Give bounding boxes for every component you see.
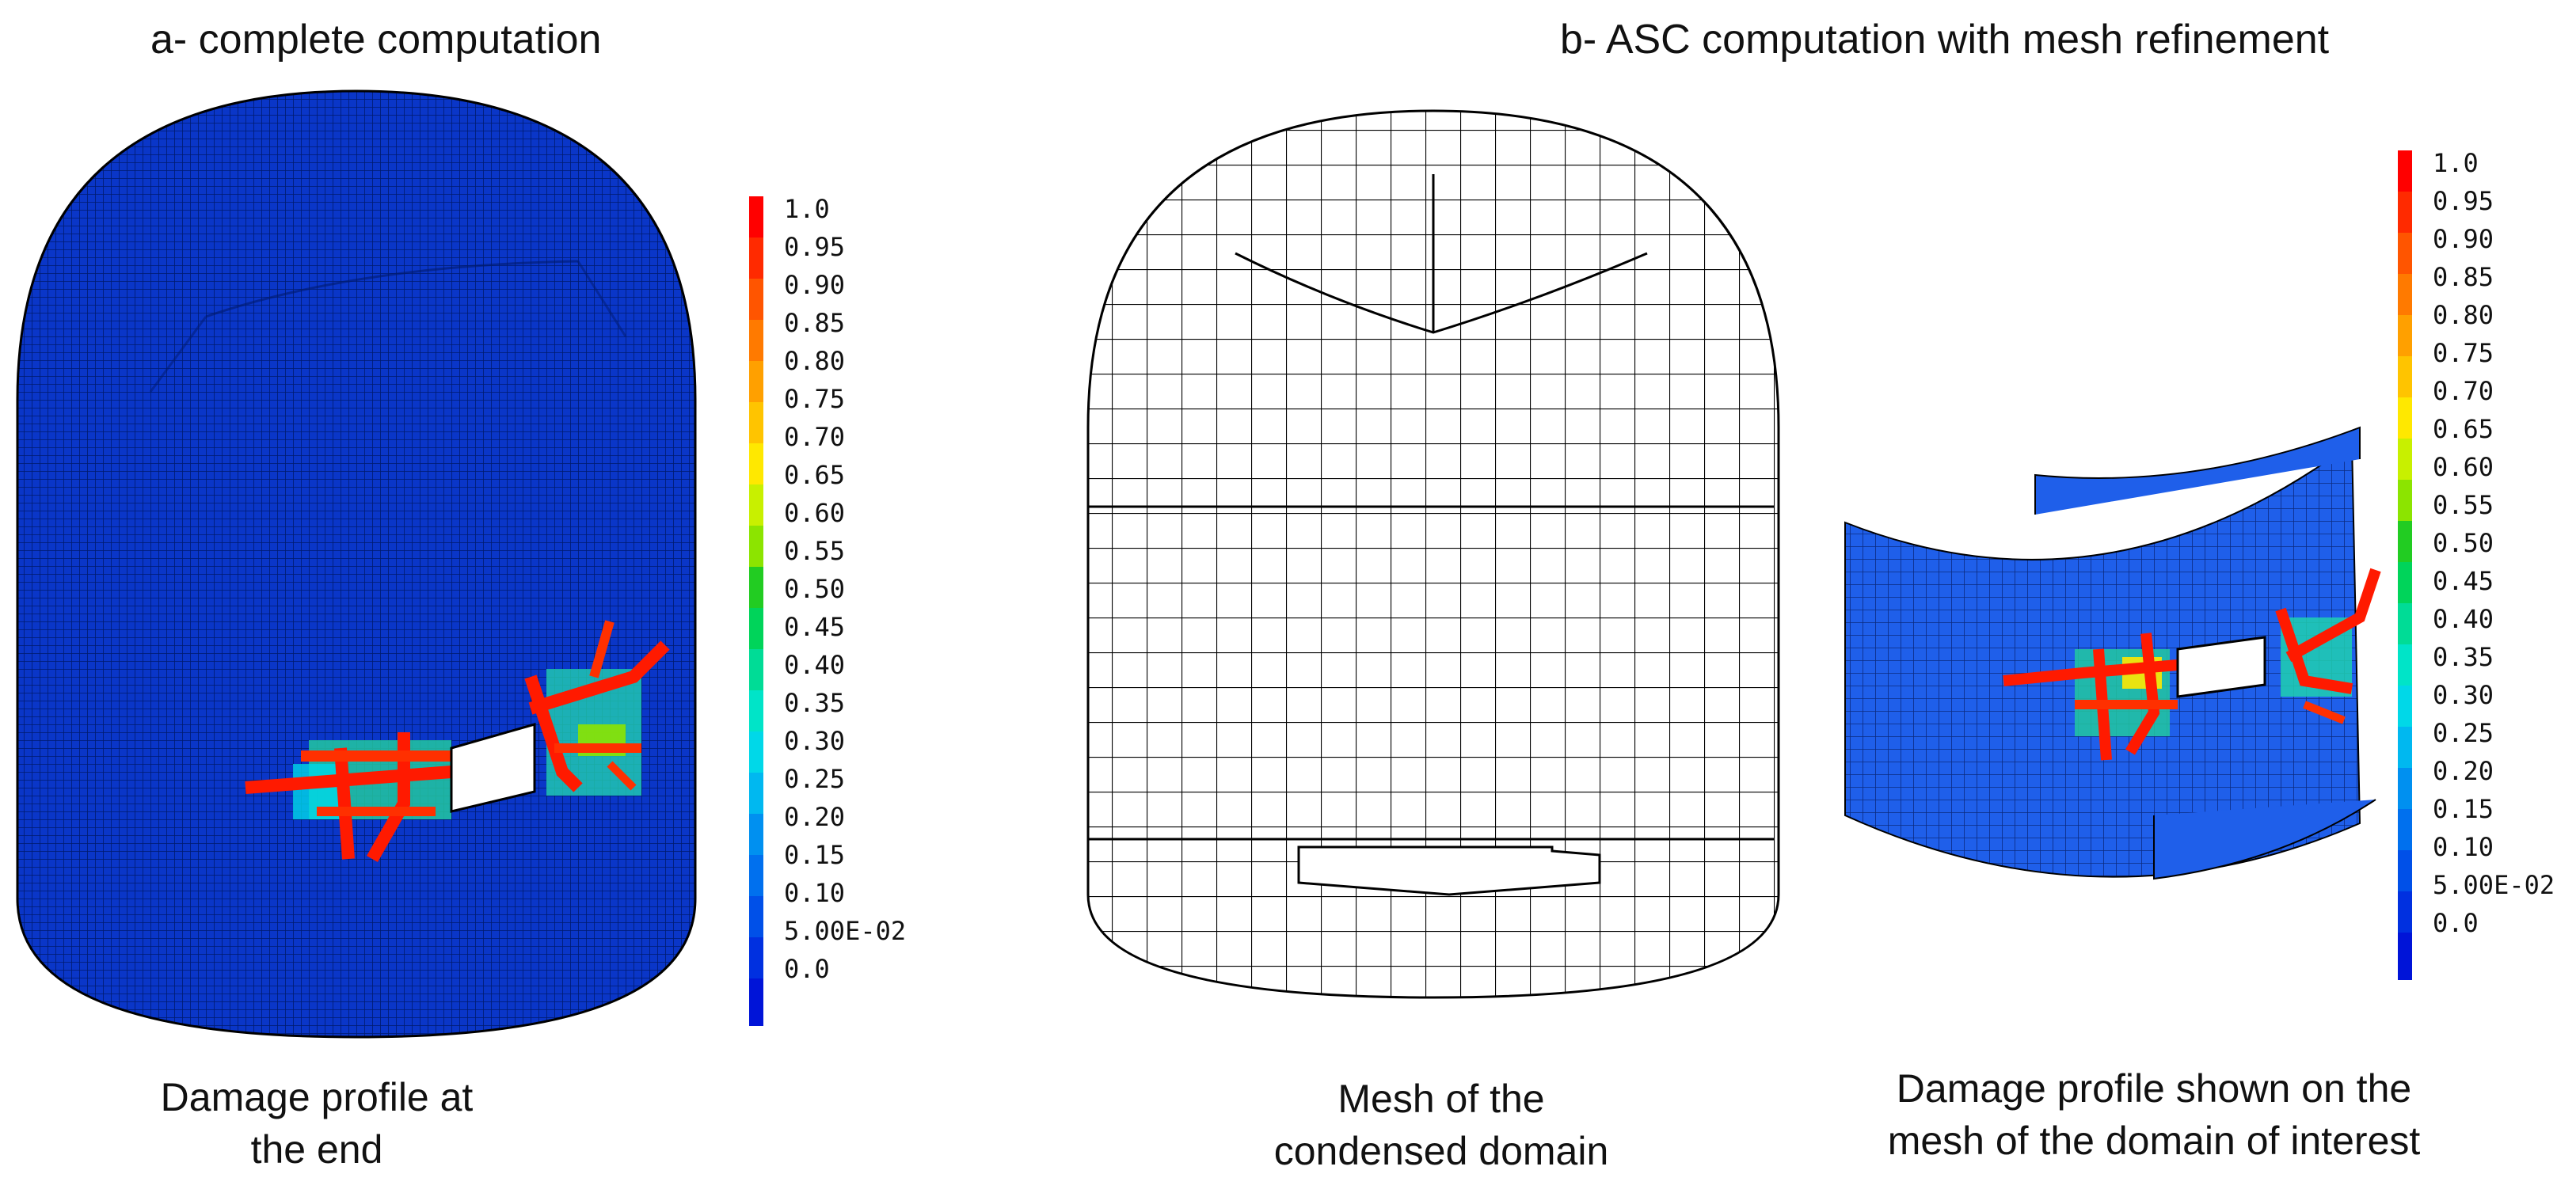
damage-caption-line1: Damage profile shown on the	[1896, 1066, 2412, 1111]
damage-caption: Damage profile shown on the mesh of the …	[1837, 1062, 2471, 1167]
color-scale-label: 5.00E-02	[2433, 870, 2555, 900]
color-scale-a: 1.0 0.95 0.90 0.85 0.80 0.75 0.70 0.65 0.60 0.55 0…	[749, 194, 906, 1026]
color-scale-label: 0.90	[2433, 224, 2494, 254]
mesh-caption-line1: Mesh of the	[1337, 1077, 1545, 1121]
color-scale-label: 0.80	[784, 346, 846, 376]
color-scale-label: 0.50	[2433, 528, 2494, 558]
panel-b-title: b- ASC computation with mesh refinement	[1560, 17, 2330, 63]
color-scale-label: 0.75	[784, 384, 846, 414]
domain-of-interest-damage-figure	[1844, 426, 2381, 880]
color-scale-label: 0.15	[784, 840, 846, 870]
color-scale-label: 0.10	[784, 878, 846, 908]
color-scale-label: 0.70	[2433, 376, 2494, 406]
color-scale-label: 0.65	[2433, 414, 2494, 444]
color-scale-label: 0.25	[784, 764, 846, 794]
color-scale-label: 0.35	[784, 688, 846, 718]
damage-caption-line2: mesh of the domain of interest	[1887, 1119, 2421, 1163]
panel-a-caption-line1: Damage profile at	[160, 1075, 474, 1119]
panel-a-title: a- complete computation	[150, 17, 602, 63]
color-scale-label: 0.30	[784, 726, 846, 756]
color-scale-label: 0.65	[784, 460, 846, 490]
color-scale-label: 0.20	[784, 802, 846, 832]
color-scale-label: 0.20	[2433, 756, 2494, 786]
color-scale-label: 0.15	[2433, 794, 2494, 824]
color-scale-label: 0.50	[784, 574, 846, 604]
condensed-domain-mesh-figure	[1086, 109, 1780, 999]
color-scale-label: 0.85	[2433, 262, 2494, 292]
damage-zone-b	[2003, 568, 2381, 761]
color-scale-label: 0.95	[2433, 186, 2494, 216]
panel-a-caption: Damage profile at the end	[119, 1071, 515, 1176]
color-scale-label: 0.95	[784, 232, 846, 262]
color-scale-label: 0.75	[2433, 338, 2494, 368]
color-scale-label: 5.00E-02	[784, 916, 907, 946]
color-scale-label: 1.0	[2433, 148, 2479, 178]
color-scale-label: 0.40	[2433, 604, 2494, 634]
color-scale-label: 0.45	[2433, 566, 2494, 596]
color-scale-b: 1.0 0.95 0.90 0.85 0.80 0.75 0.70 0.65 0.60 0.55 0…	[2398, 150, 2576, 980]
color-scale-label: 0.90	[784, 270, 846, 300]
color-scale-label: 0.85	[784, 308, 846, 338]
mesh-caption-line2: condensed domain	[1273, 1129, 1609, 1173]
color-scale-label: 0.55	[2433, 490, 2494, 520]
color-scale-label: 0.45	[784, 612, 846, 642]
color-scale-label: 0.55	[784, 536, 846, 566]
color-scale-label: 1.0	[784, 194, 830, 224]
color-scale-label: 0.0	[784, 954, 830, 984]
color-scale-label: 0.10	[2433, 832, 2494, 862]
color-scale-label: 0.60	[2433, 452, 2494, 482]
color-scale-label: 0.30	[2433, 680, 2494, 710]
color-scale-label: 0.60	[784, 498, 846, 528]
color-scale-label: 0.40	[784, 650, 846, 680]
mesh-caption: Mesh of the condensed domain	[1235, 1073, 1647, 1177]
panel-a-caption-line2: the end	[250, 1127, 383, 1172]
damage-zone-a	[245, 620, 670, 862]
color-scale-label: 0.0	[2433, 908, 2479, 938]
color-scale-label: 0.25	[2433, 718, 2494, 748]
color-scale-label: 0.80	[2433, 300, 2494, 330]
complete-model-damage-figure	[16, 89, 697, 1039]
color-scale-label: 0.70	[784, 422, 846, 452]
color-scale-label: 0.35	[2433, 642, 2494, 672]
